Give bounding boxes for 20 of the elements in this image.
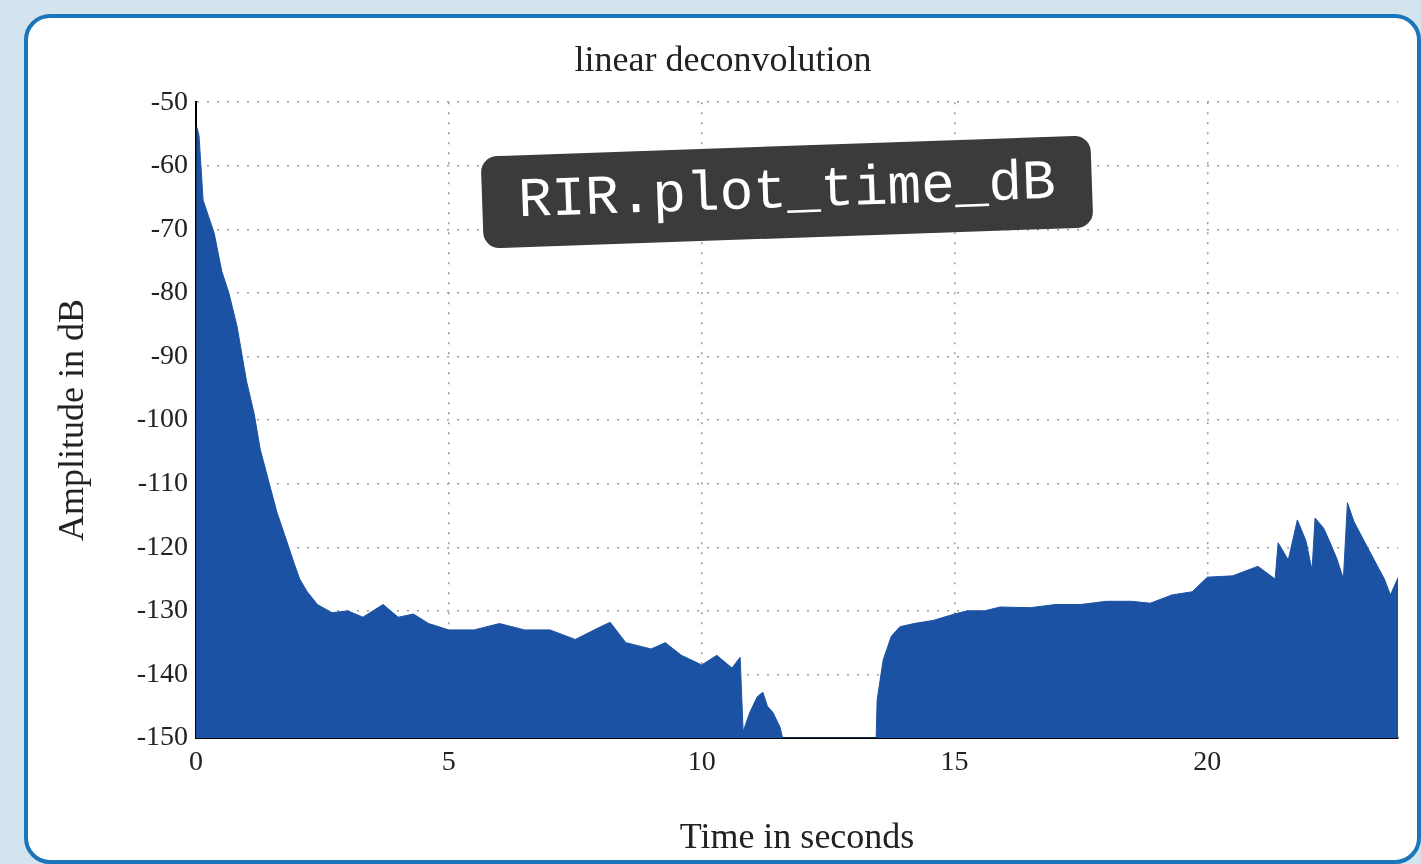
annotation: RIR.plot_time_dB	[480, 135, 1094, 249]
y-tick-label: -50	[150, 84, 188, 116]
x-tick-label: 20	[1193, 745, 1222, 777]
y-tick-label: -130	[136, 593, 188, 625]
chart-title: linear deconvolution	[574, 39, 872, 80]
y-tick-label: -70	[150, 211, 188, 243]
y-tick-label: -150	[136, 720, 188, 752]
y-axis-title: Amplitude in dB	[51, 299, 92, 542]
x-tick-label: 5	[441, 745, 456, 777]
y-tick-label: -80	[150, 275, 188, 307]
y-tick-label: -60	[150, 148, 188, 180]
x-tick-label: 10	[687, 745, 716, 777]
y-tick-label: -140	[136, 656, 188, 688]
x-tick-label: 15	[940, 745, 969, 777]
y-tick-label: -90	[150, 338, 188, 370]
x-axis-title: Time in seconds	[679, 815, 915, 856]
y-tick-label: -120	[136, 529, 188, 561]
x-tick-label: 0	[189, 745, 203, 777]
y-tick-label: -100	[136, 402, 188, 434]
y-tick-label: -110	[137, 466, 188, 498]
